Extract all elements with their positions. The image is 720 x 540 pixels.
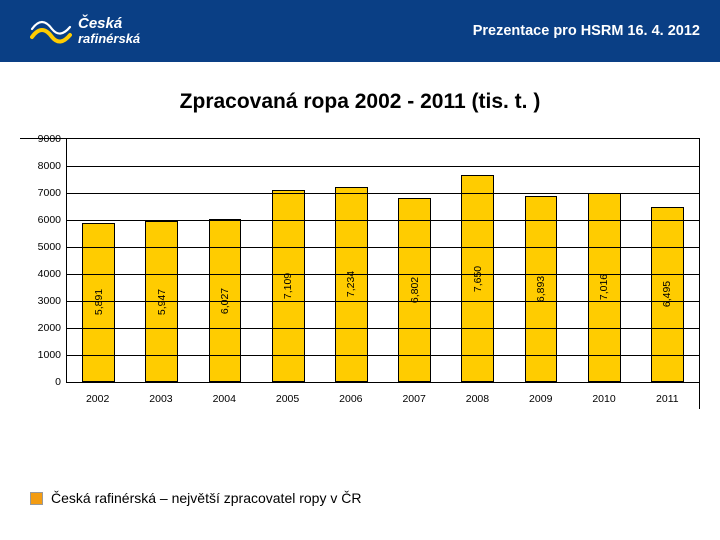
- x-tick-label: 2003: [129, 387, 192, 409]
- bar-slot: 7,109: [257, 139, 320, 382]
- bar-slot: 6,495: [636, 139, 699, 382]
- gridline: [67, 301, 699, 302]
- x-tick-label: 2004: [193, 387, 256, 409]
- page-title: Zpracovaná ropa 2002 - 2011 (tis. t. ): [0, 90, 720, 114]
- bar-value-label: 5,891: [93, 289, 105, 315]
- y-tick-label: 0: [21, 376, 61, 388]
- x-tick-label: 2007: [382, 387, 445, 409]
- chart-bars: 5,891 5,9476,027 7,109 7,234 6,802 7,650 6,893…: [67, 139, 699, 382]
- x-tick-label: 2008: [446, 387, 509, 409]
- bar-slot: 6,893: [509, 139, 572, 382]
- y-tick-label: 7000: [21, 187, 61, 199]
- bar-value-label: 6,495: [661, 281, 673, 307]
- header-right-text: Prezentace pro HSRM 16. 4. 2012: [473, 23, 700, 39]
- gridline: [67, 220, 699, 221]
- bar-value-label: 6,893: [535, 276, 547, 302]
- y-tick-label: 3000: [21, 295, 61, 307]
- x-tick-label: 2009: [509, 387, 572, 409]
- bar-chart: 5,891 5,9476,027 7,109 7,234 6,802 7,650 6,893…: [20, 138, 700, 409]
- x-tick-label: 2006: [319, 387, 382, 409]
- bar-slot: 7,016: [573, 139, 636, 382]
- y-tick-label: 2000: [21, 322, 61, 334]
- bar-slot: 6,027: [193, 139, 256, 382]
- bar-slot: 6,802: [383, 139, 446, 382]
- x-tick-label: 2002: [66, 387, 129, 409]
- y-tick-label: 5000: [21, 241, 61, 253]
- logo-line2: rafinérská: [78, 32, 140, 46]
- y-tick-label: 4000: [21, 268, 61, 280]
- x-tick-label: 2011: [636, 387, 699, 409]
- bar-value-label: 7,109: [282, 273, 294, 299]
- x-axis-labels: 2002200320042005200620072008200920102011: [66, 387, 699, 409]
- bar-slot: 7,234: [320, 139, 383, 382]
- logo-text: Česká rafinérská: [78, 16, 140, 45]
- logo-line1: Česká: [78, 16, 140, 32]
- bar: 7,650: [461, 175, 494, 382]
- gridline: [67, 274, 699, 275]
- gridline: [67, 193, 699, 194]
- bar-value-label: 7,650: [472, 266, 484, 292]
- bar-slot: 7,650: [446, 139, 509, 382]
- y-tick-label: 9000: [21, 133, 61, 145]
- logo: Česká rafinérská: [30, 16, 140, 45]
- bar-value-label: 7,016: [598, 274, 610, 300]
- bar: 7,234: [335, 187, 368, 382]
- bar-slot: 5,891: [67, 139, 130, 382]
- y-tick-label: 1000: [21, 349, 61, 361]
- bar: 7,016: [588, 193, 621, 382]
- bar-slot: 5,947: [130, 139, 193, 382]
- gridline: [67, 166, 699, 167]
- x-tick-label: 2005: [256, 387, 319, 409]
- logo-icon: [30, 17, 72, 45]
- bar-value-label: 6,802: [409, 277, 421, 303]
- y-tick-label: 6000: [21, 214, 61, 226]
- footer-text: Česká rafinérská – největší zpracovatel …: [51, 490, 361, 506]
- header-bar: Česká rafinérská Prezentace pro HSRM 16.…: [0, 0, 720, 62]
- gridline: [67, 328, 699, 329]
- footer: Česká rafinérská – největší zpracovatel …: [30, 490, 361, 506]
- bar: 7,109: [272, 190, 305, 382]
- bullet-icon: [30, 492, 43, 505]
- x-tick-label: 2010: [572, 387, 635, 409]
- gridline: [67, 355, 699, 356]
- y-tick-label: 8000: [21, 160, 61, 172]
- gridline: [67, 247, 699, 248]
- chart-grid: 5,891 5,9476,027 7,109 7,234 6,802 7,650 6,893…: [66, 139, 699, 383]
- bar-value-label: 7,234: [345, 271, 357, 297]
